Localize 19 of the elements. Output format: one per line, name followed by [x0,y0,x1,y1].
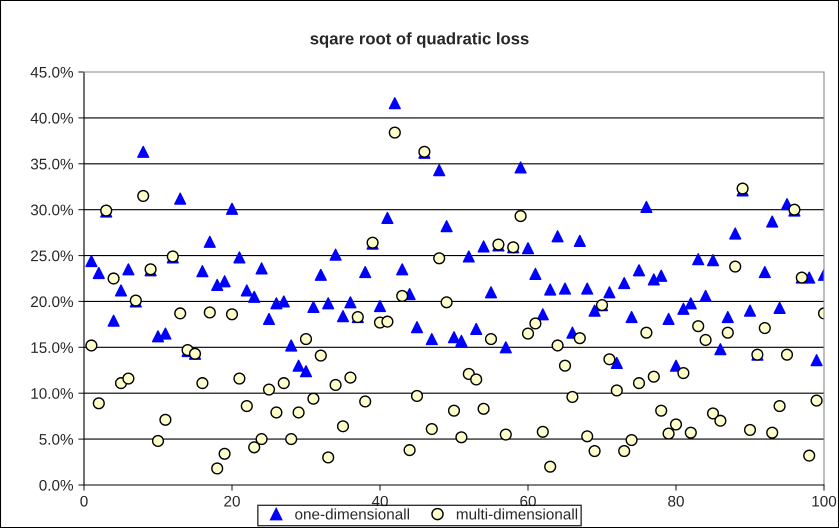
x-tick-label: 100 [812,496,836,507]
x-tick-label: 80 [668,496,684,507]
y-tick-label: 5.0% [39,434,74,445]
y-tick-label: 25.0% [31,250,74,262]
y-tick-label: 30.0% [30,204,74,216]
x-tick-label: 60 [520,496,536,507]
legend-label: one-dimensionall [295,508,409,520]
y-tick-label: 45.0% [30,66,74,78]
y-tick-label: 10.0% [31,388,74,399]
y-tick-label: 20.0% [31,296,74,308]
chart-title: sqare root of quadratic loss [310,32,529,48]
y-tick-label: 15.0% [31,342,74,354]
legend-label: multi-dimensionall [456,508,578,520]
y-tick-label: 0.0% [39,480,74,491]
y-tick-label: 40.0% [30,112,74,124]
x-tick-label: 20 [224,496,240,507]
x-tick-label: 40 [372,496,388,507]
x-tick-label: 0 [80,496,88,507]
y-tick-label: 35.0% [30,158,74,170]
